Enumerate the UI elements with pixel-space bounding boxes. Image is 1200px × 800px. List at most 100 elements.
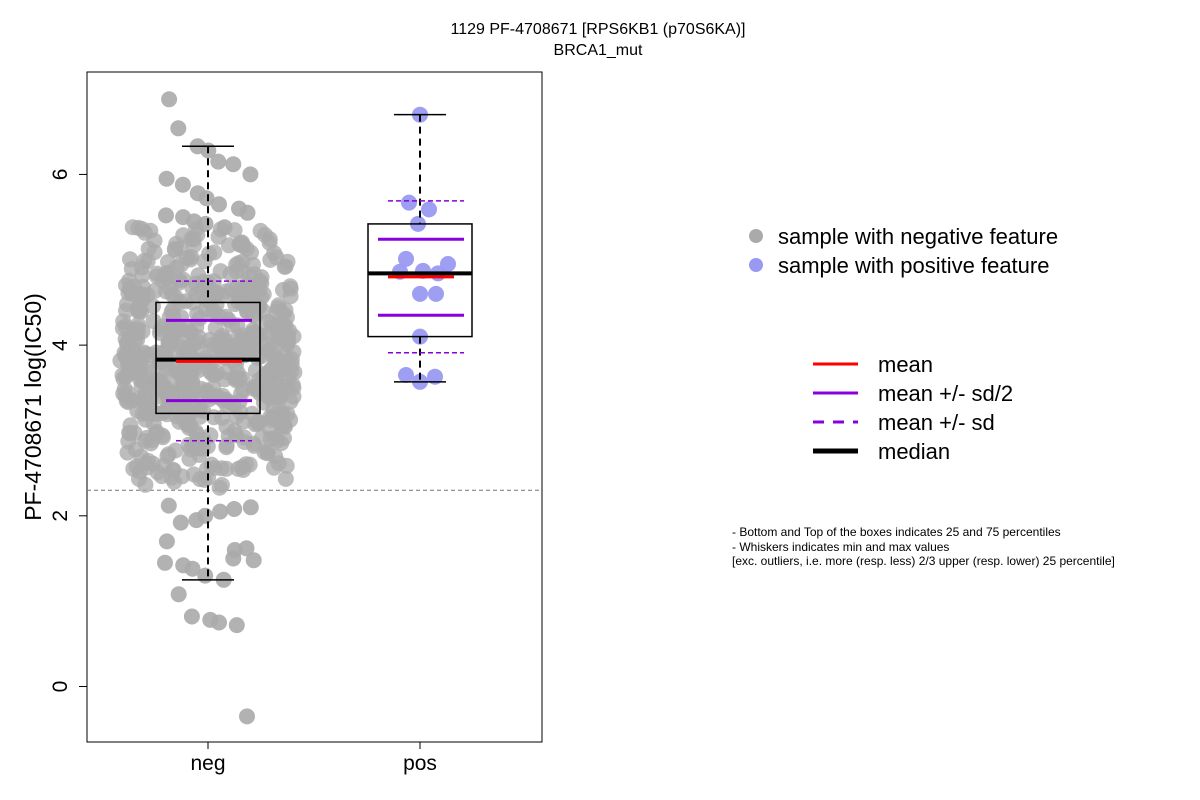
neg-sample-point: [206, 460, 223, 476]
y-axis: 0 2 4 6: [49, 169, 87, 693]
neg-sample-point: [275, 282, 291, 298]
neg-sample-point: [175, 227, 192, 244]
neg-sample-point: [225, 156, 242, 173]
legend-mean-label: mean: [878, 352, 933, 377]
y-tick-label: 2: [49, 510, 72, 522]
neg-sample-point: [171, 272, 188, 289]
neg-sample-point: [226, 542, 243, 558]
neg-sample-point: [278, 457, 295, 474]
y-tick-label: 4: [49, 339, 72, 351]
neg-sample-point: [172, 240, 189, 257]
neg-sample-point: [226, 501, 243, 517]
neg-sample-point: [159, 448, 176, 465]
neg-sample-point: [130, 316, 147, 333]
neg-sample-point: [165, 386, 182, 403]
neg-sample-point: [145, 313, 162, 330]
neg-sample-point: [172, 514, 189, 531]
neg-sample-point: [266, 430, 283, 447]
neg-sample-point: [149, 464, 166, 481]
chart-title: 1129 PF-4708671 [RPS6KB1 (p70S6KA)]: [451, 21, 746, 38]
neg-sample-point: [216, 330, 233, 347]
neg-sample-point: [161, 334, 178, 351]
neg-sample-point: [239, 204, 256, 221]
neg-sample-point: [238, 540, 255, 557]
neg-sample-point: [146, 282, 163, 299]
x-tick-label-pos: pos: [403, 752, 437, 775]
neg-sample-point: [185, 438, 202, 455]
neg-sample-point: [183, 608, 200, 625]
neg-sample-point: [240, 283, 257, 300]
neg-sample-point: [231, 337, 248, 354]
neg-sample-point: [148, 425, 165, 442]
neg-sample-point: [247, 362, 264, 379]
neg-sample-point: [160, 497, 177, 514]
neg-sample-point: [127, 358, 144, 375]
neg-sample-point: [184, 375, 201, 392]
boxes: [155, 113, 473, 581]
neg-sample-point: [192, 471, 208, 488]
pos-sample-point: [440, 256, 456, 272]
neg-sample-point: [239, 708, 255, 725]
neg-sample-point: [116, 381, 133, 397]
neg-sample-point: [190, 329, 207, 346]
note-line-1: - Bottom and Top of the boxes indicates …: [732, 525, 1061, 539]
neg-sample-point: [122, 251, 138, 268]
neg-sample-point: [245, 435, 262, 452]
neg-sample-point: [130, 303, 147, 320]
neg-sample-point: [119, 335, 136, 352]
neg-sample-point: [230, 460, 247, 477]
neg-sample-point: [218, 439, 235, 456]
neg-sample-point: [234, 295, 251, 312]
neg-sample-point: [157, 554, 173, 571]
neg-sample-point: [173, 256, 190, 273]
y-tick-label: 6: [49, 169, 72, 181]
chart-subtitle: BRCA1_mut: [554, 42, 643, 59]
x-axis: neg pos: [190, 742, 437, 775]
neg-sample-point: [279, 336, 296, 353]
neg-sample-point: [170, 586, 187, 603]
neg-sample-point: [264, 318, 281, 335]
neg-sample-point: [266, 459, 282, 476]
neg-sample-point: [198, 190, 215, 207]
legend-median-label: median: [878, 439, 950, 464]
neg-sample-point: [197, 567, 214, 584]
neg-sample-point: [273, 387, 290, 404]
neg-sample-point: [218, 460, 235, 477]
note-line-3: [exc. outliers, i.e. more (resp. less) 2…: [732, 554, 1115, 568]
pos-sample-point: [421, 201, 437, 218]
neg-sample-point: [136, 252, 153, 269]
neg-sample-point: [171, 413, 188, 430]
neg-sample-point: [210, 153, 227, 170]
neg-sample-point: [242, 166, 259, 183]
neg-sample-point: [216, 219, 233, 236]
neg-sample-point: [208, 296, 225, 313]
pos-sample-point: [398, 250, 414, 267]
neg-sample-point: [158, 207, 174, 224]
legend-neg-label: sample with negative feature: [778, 224, 1058, 249]
neg-sample-point: [266, 245, 283, 261]
pos-sample-point: [398, 367, 414, 383]
neg-sample-point: [249, 326, 266, 343]
neg-sample-point: [203, 342, 220, 359]
neg-sample-point: [120, 433, 137, 450]
pos-box: [367, 223, 473, 338]
neg-sample-point: [114, 320, 131, 337]
neg-sample-point: [189, 306, 206, 322]
neg-sample-point: [228, 372, 245, 389]
neg-sample-point: [120, 394, 137, 411]
y-tick-label: 0: [49, 681, 72, 693]
neg-sample-point: [262, 364, 279, 381]
legend-halfsd-label: mean +/- sd/2: [878, 381, 1013, 406]
neg-sample-point: [197, 507, 214, 524]
neg-sample-point: [201, 363, 218, 380]
neg-sample-point: [140, 452, 157, 469]
y-axis-label: PF-4708671 log(IC50): [20, 293, 46, 521]
neg-sample-point: [242, 499, 259, 516]
x-tick-label-neg: neg: [190, 752, 225, 775]
legend-pos-label: sample with positive feature: [778, 253, 1049, 278]
pos-sample-point: [412, 285, 428, 302]
neg-sample-point: [259, 445, 276, 462]
pos-sample-point: [428, 285, 444, 302]
neg-sample-point: [201, 245, 218, 262]
